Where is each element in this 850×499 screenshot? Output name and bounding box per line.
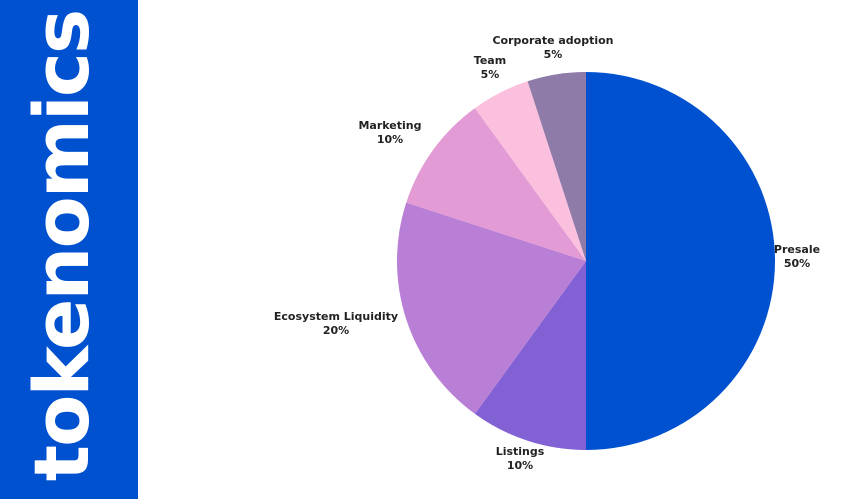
pie-slice-ecosystem-liquidity bbox=[396, 202, 586, 414]
pie-slice-presale bbox=[586, 72, 775, 450]
pie-slice-marketing bbox=[406, 108, 586, 261]
slice-name-label: Corporate adoption bbox=[492, 34, 613, 47]
slice-name-label: Presale bbox=[774, 243, 820, 256]
slice-value-label: 50% bbox=[784, 257, 810, 270]
title-band: tokenomics bbox=[0, 0, 138, 499]
slice-name-label: Ecosystem Liquidity bbox=[274, 310, 398, 323]
slice-value-label: 5% bbox=[544, 48, 563, 61]
slice-name-label: Marketing bbox=[358, 119, 421, 132]
pie-slice-listings bbox=[474, 261, 586, 450]
slice-name-label: Listings bbox=[496, 445, 545, 458]
slice-value-label: 10% bbox=[507, 459, 533, 472]
slice-value-label: 5% bbox=[481, 68, 500, 81]
slice-value-label: 20% bbox=[323, 324, 349, 337]
slice-name-label: Team bbox=[474, 54, 506, 67]
slice-value-label: 10% bbox=[377, 133, 403, 146]
pie-slice-team bbox=[474, 81, 586, 261]
pie-slice-corporate-adoption bbox=[527, 72, 586, 261]
